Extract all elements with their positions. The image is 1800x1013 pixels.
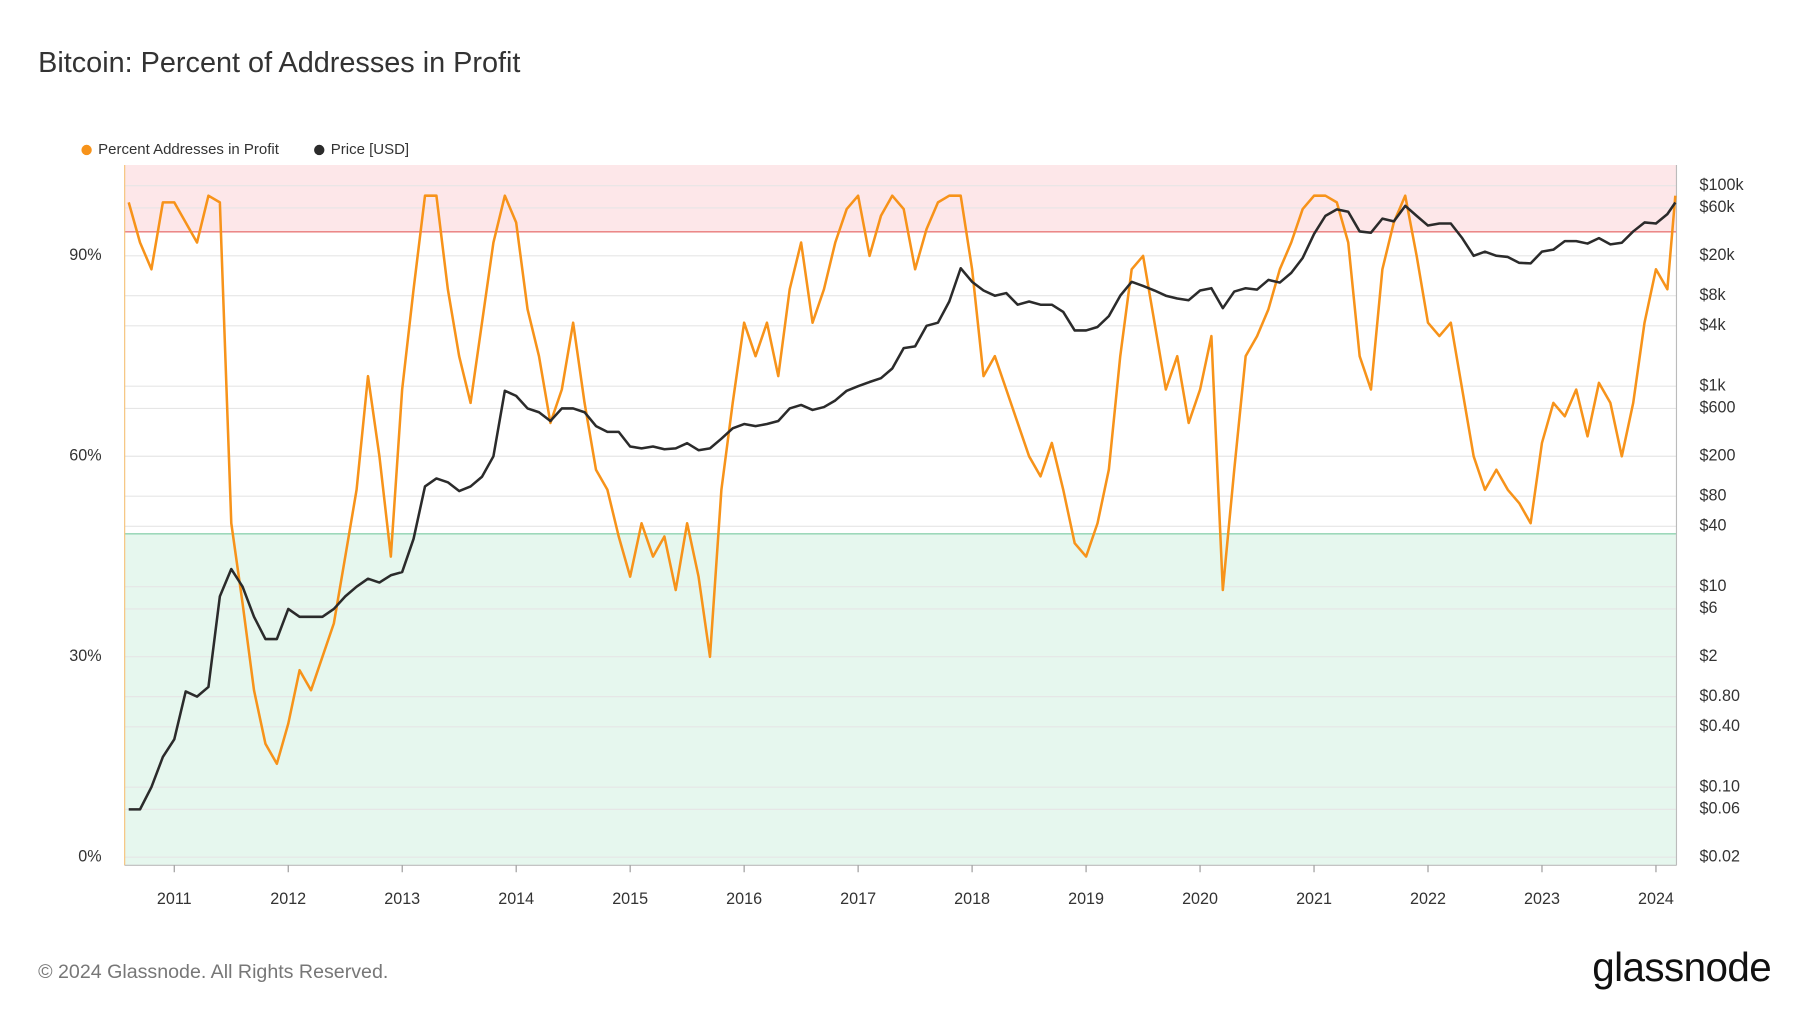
x-tick-label: 2023 bbox=[1524, 890, 1560, 908]
y-tick-label: 60% bbox=[69, 447, 101, 465]
legend-label: Percent Addresses in Profit bbox=[98, 141, 280, 158]
x-tick-label: 2022 bbox=[1410, 890, 1446, 908]
zone-band bbox=[124, 164, 1677, 232]
y2-tick-label: $200 bbox=[1700, 447, 1736, 465]
x-tick-label: 2018 bbox=[954, 890, 990, 908]
legend-marker bbox=[314, 144, 325, 156]
x-tick-label: 2012 bbox=[270, 890, 306, 908]
y2-tick-label: $100k bbox=[1700, 176, 1745, 194]
brand-logo: glassnode bbox=[1592, 944, 1771, 990]
x-tick-label: 2020 bbox=[1182, 890, 1218, 908]
x-tick-label: 2016 bbox=[726, 890, 762, 908]
y2-tick-label: $6 bbox=[1700, 599, 1718, 617]
x-tick-label: 2014 bbox=[498, 890, 534, 908]
chart-title: Bitcoin: Percent of Addresses in Profit bbox=[38, 47, 520, 79]
legend-marker bbox=[81, 144, 92, 156]
y-tick-label: 0% bbox=[78, 848, 101, 866]
y2-tick-label: $8k bbox=[1700, 286, 1727, 304]
x-tick-label: 2011 bbox=[157, 890, 192, 908]
y2-tick-label: $60k bbox=[1700, 198, 1736, 216]
y-tick-label: 30% bbox=[69, 647, 101, 665]
y2-tick-label: $80 bbox=[1700, 486, 1727, 504]
x-tick-label: 2015 bbox=[612, 890, 648, 908]
y2-tick-label: $0.80 bbox=[1700, 687, 1740, 705]
x-tick-label: 2017 bbox=[840, 890, 876, 908]
y2-tick-label: $0.02 bbox=[1700, 847, 1740, 865]
x-tick-label: 2019 bbox=[1068, 890, 1104, 908]
x-tick-label: 2013 bbox=[384, 890, 420, 908]
y2-tick-label: $0.10 bbox=[1700, 777, 1740, 795]
y-tick-label: 90% bbox=[69, 246, 101, 264]
y2-tick-label: $0.40 bbox=[1700, 717, 1740, 735]
y2-tick-label: $40 bbox=[1700, 517, 1727, 535]
series-line bbox=[127, 194, 1677, 766]
y2-tick-label: $2 bbox=[1700, 647, 1718, 665]
y2-tick-label: $20k bbox=[1700, 246, 1736, 264]
y2-tick-label: $10 bbox=[1700, 577, 1727, 595]
copyright: © 2024 Glassnode. All Rights Reserved. bbox=[38, 961, 388, 983]
y2-tick-label: $1k bbox=[1700, 376, 1727, 394]
y2-tick-label: $600 bbox=[1700, 399, 1736, 417]
legend-label: Price [USD] bbox=[331, 141, 409, 158]
y2-tick-label: $4k bbox=[1700, 316, 1727, 334]
series-line bbox=[128, 201, 1677, 811]
y2-tick-label: $0.06 bbox=[1700, 800, 1740, 818]
x-tick-label: 2021 bbox=[1296, 890, 1332, 908]
x-tick-label: 2024 bbox=[1638, 890, 1674, 908]
zone-band bbox=[124, 533, 1677, 866]
